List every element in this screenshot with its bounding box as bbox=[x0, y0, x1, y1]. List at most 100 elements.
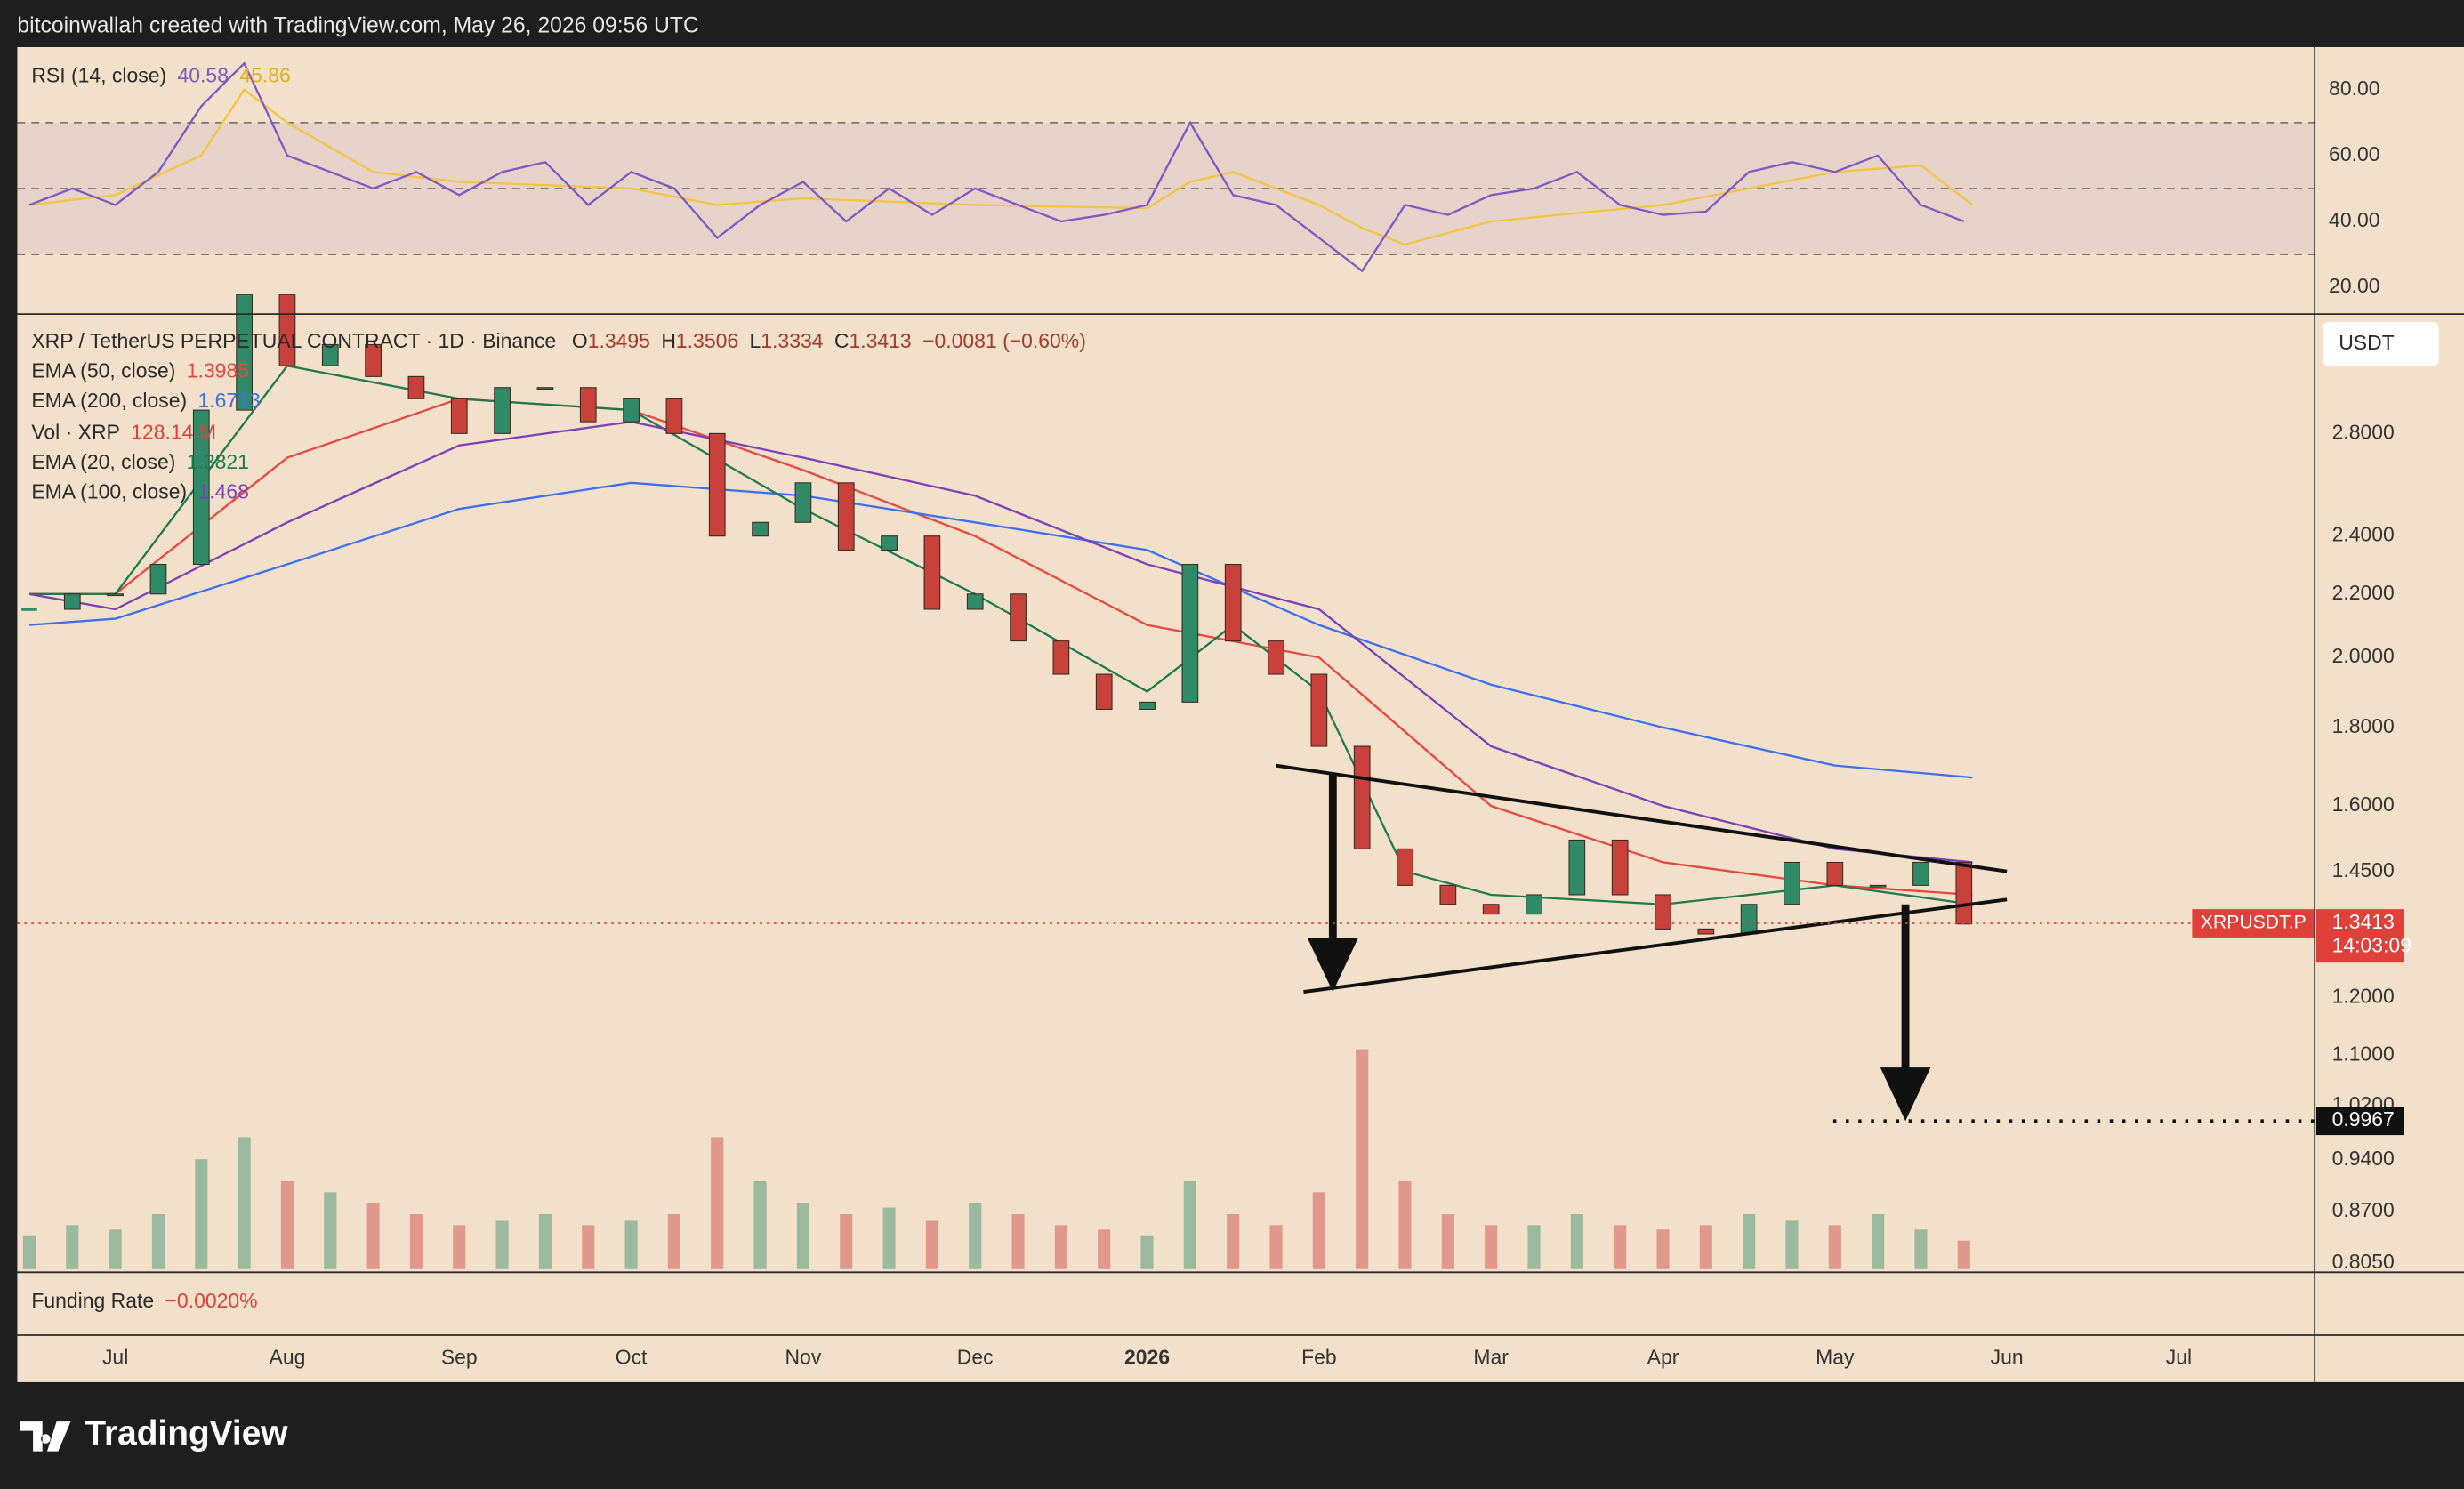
volume-bar bbox=[280, 1180, 294, 1269]
volume-bar bbox=[796, 1203, 809, 1269]
x-tick-label: Mar bbox=[1473, 1346, 1509, 1369]
volume-bar bbox=[1140, 1235, 1154, 1269]
y-tick-label: 1.6000 bbox=[2332, 793, 2395, 816]
volume-bar bbox=[840, 1213, 853, 1269]
volume-bar bbox=[1183, 1180, 1196, 1269]
trendline bbox=[1303, 897, 2008, 994]
volume-bar bbox=[453, 1225, 466, 1269]
volume-bar bbox=[109, 1229, 122, 1269]
rsi-tick-label: 80.00 bbox=[2329, 76, 2379, 100]
candle bbox=[1655, 894, 1671, 930]
candle bbox=[278, 294, 296, 366]
rsi-tick-label: 20.00 bbox=[2329, 274, 2379, 297]
candle bbox=[1224, 564, 1242, 642]
ohlc-value: 1.3495 bbox=[588, 329, 650, 352]
x-tick-label: May bbox=[1816, 1346, 1855, 1369]
legend-value: 128.14 M bbox=[131, 420, 216, 443]
volume-bar bbox=[1054, 1225, 1067, 1269]
volume-bar bbox=[366, 1203, 380, 1269]
currency-button[interactable] bbox=[2323, 321, 2439, 366]
funding-name: Funding Rate bbox=[31, 1289, 154, 1312]
candle bbox=[1397, 848, 1413, 886]
candle bbox=[1010, 593, 1027, 642]
x-tick-label: Jun bbox=[1991, 1346, 2024, 1369]
symbol-tag-text: XRPUSDT.P bbox=[2201, 913, 2307, 933]
volume-bar bbox=[1356, 1049, 1369, 1269]
candle bbox=[536, 387, 554, 390]
currency-label[interactable]: USDT bbox=[2339, 331, 2394, 354]
volume-bar bbox=[1312, 1192, 1325, 1269]
arrow bbox=[1308, 773, 1358, 993]
rsi-ma-line bbox=[28, 88, 1974, 246]
volume-bar bbox=[925, 1220, 938, 1269]
rsi-line bbox=[28, 61, 1965, 273]
y-tick-label: 0.8050 bbox=[2332, 1250, 2395, 1273]
candle bbox=[708, 432, 726, 537]
y-tick-label: 1.1000 bbox=[2332, 1042, 2395, 1065]
header-text: bitcoinwallah created with TradingView.c… bbox=[17, 14, 698, 38]
legend-entry: EMA (50, close) 1.3985 bbox=[31, 359, 249, 382]
symbol-tag bbox=[2192, 909, 2315, 938]
logo: TradingView bbox=[20, 1414, 288, 1453]
rsi-ma-value: 45.86 bbox=[239, 64, 290, 87]
legend-value: 1.3821 bbox=[187, 450, 249, 473]
candle bbox=[1353, 745, 1371, 849]
volume-bar bbox=[1614, 1225, 1627, 1269]
candle bbox=[794, 482, 812, 523]
legend-name: EMA (100, close) bbox=[31, 480, 187, 503]
candle bbox=[192, 409, 210, 566]
candle bbox=[1052, 640, 1070, 675]
change: −0.0081 (−0.60%) bbox=[922, 329, 1086, 352]
ema-line bbox=[28, 481, 1973, 779]
volume-bar bbox=[1828, 1225, 1841, 1269]
candle bbox=[1482, 904, 1500, 915]
volume-bar bbox=[1570, 1213, 1583, 1269]
volume-bar bbox=[409, 1213, 423, 1269]
candle bbox=[1611, 839, 1629, 896]
funding-legend: Funding Rate −0.0020% bbox=[31, 1289, 257, 1312]
candle bbox=[752, 521, 769, 537]
volume-bar bbox=[1098, 1229, 1111, 1269]
logo-text: TradingView bbox=[85, 1414, 288, 1453]
ema-line bbox=[29, 398, 1973, 897]
volume-bar bbox=[882, 1207, 896, 1269]
countdown-text: 14:03:09 bbox=[2332, 934, 2412, 957]
target-tag-text: 0.9967 bbox=[2332, 1107, 2395, 1131]
y-tick-label: 2.2000 bbox=[2332, 581, 2395, 604]
ema-line bbox=[29, 364, 1973, 905]
ohlc-label: C bbox=[834, 329, 850, 352]
volume-bar bbox=[1914, 1229, 1928, 1269]
legend-entry: EMA (100, close) 1.468 bbox=[31, 480, 249, 503]
legend-entry: EMA (20, close) 1.3821 bbox=[31, 450, 249, 473]
volume-bar bbox=[495, 1220, 509, 1269]
legend-name: EMA (20, close) bbox=[31, 450, 175, 473]
legend-entry: Vol · XRP 128.14 M bbox=[31, 420, 216, 443]
rsi-name: RSI (14, close) bbox=[31, 64, 166, 87]
volume-bar bbox=[711, 1137, 724, 1269]
candle bbox=[623, 398, 640, 423]
volume-bar bbox=[1011, 1213, 1025, 1269]
legend-value: 1.6713 bbox=[198, 389, 261, 412]
legend-name: EMA (50, close) bbox=[31, 359, 175, 382]
ohlc-label: H bbox=[661, 329, 676, 352]
volume-bar bbox=[667, 1213, 680, 1269]
rsi-value: 40.58 bbox=[178, 64, 229, 87]
x-tick-label: Apr bbox=[1647, 1346, 1679, 1369]
y-tick-label: 1.8000 bbox=[2332, 714, 2395, 737]
ohlc-value: 1.3506 bbox=[676, 329, 738, 352]
legend-name: EMA (200, close) bbox=[31, 389, 187, 412]
candle bbox=[149, 564, 167, 595]
volume-bar bbox=[753, 1180, 767, 1269]
volume-bar bbox=[969, 1203, 982, 1269]
y-tick-label: 2.0000 bbox=[2332, 644, 2395, 667]
x-tick-label: 2026 bbox=[1124, 1346, 1170, 1369]
price-tag-text: 1.3413 bbox=[2332, 910, 2395, 933]
y-tick-label: 2.8000 bbox=[2332, 420, 2395, 443]
candle bbox=[236, 294, 253, 411]
volume-bar bbox=[151, 1213, 165, 1269]
candle bbox=[1740, 904, 1758, 935]
candle bbox=[1310, 673, 1328, 747]
volume-bar bbox=[1957, 1240, 1970, 1269]
